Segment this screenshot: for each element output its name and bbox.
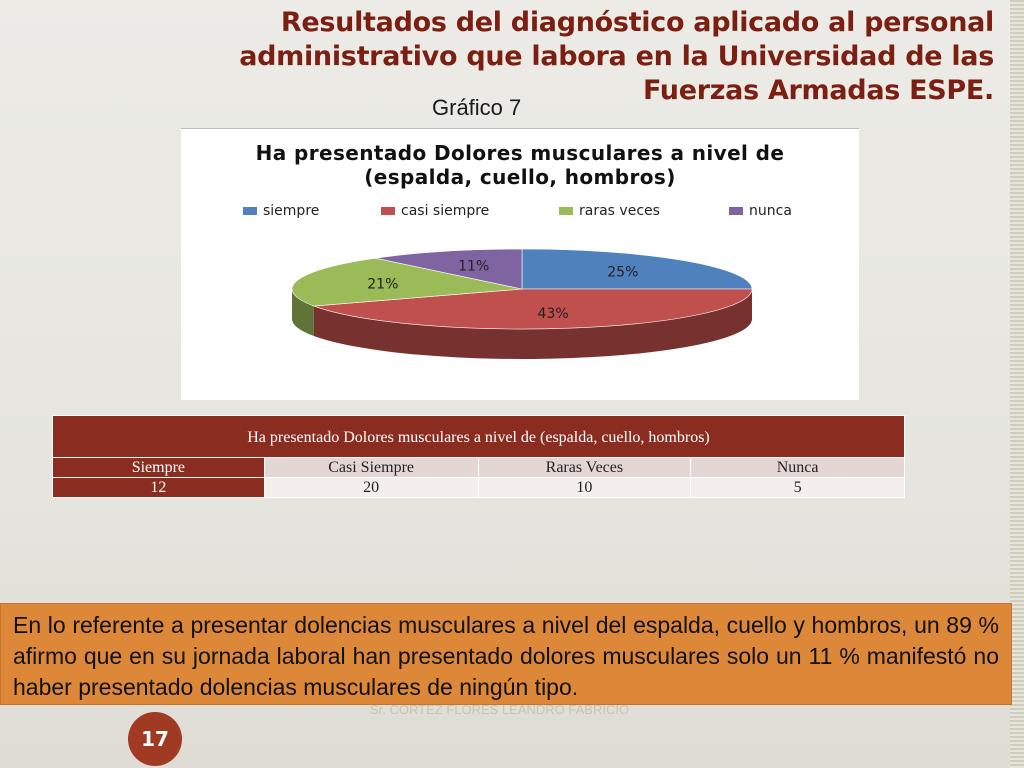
pie-slice-raras-veces: [291, 257, 523, 307]
table-column-header: Siempre: [52, 457, 265, 478]
data-table: Ha presentado Dolores musculares a nivel…: [52, 415, 905, 498]
pie-slice-side-raras-veces: [292, 289, 314, 337]
footer-author: Sr. CORTEZ FLORES LEANDRO FABRICIO: [370, 702, 630, 717]
chart-title: Ha presentado Dolores musculares a nivel…: [181, 141, 859, 189]
pie-data-label: 25%: [607, 264, 638, 280]
legend-label: nunca: [749, 203, 792, 219]
pie-slice-siempre: [521, 248, 753, 290]
table-cell: 10: [477, 477, 692, 498]
table-header-row: Ha presentado Dolores musculares a nivel…: [52, 415, 905, 458]
legend-swatch: [243, 207, 257, 215]
table-column-header: Nunca: [690, 457, 905, 478]
table-header: Ha presentado Dolores musculares a nivel…: [52, 415, 905, 458]
chart-legend: siempre casi siempre raras veces nunca: [243, 203, 843, 221]
chart-title-line-2: (espalda, cuello, hombros): [364, 165, 676, 189]
figure-label: Gráfico 7: [432, 95, 522, 120]
table-columns-row: Siempre Casi Siempre Raras Veces Nunca: [52, 457, 905, 478]
pie-slice-casi-siempre: [313, 288, 753, 330]
decorative-border-strip: [1010, 0, 1024, 768]
table-cell: 12: [52, 477, 265, 498]
pie-slice-side-casi-siempre: [313, 289, 752, 359]
pie-data-label: 21%: [367, 277, 398, 293]
pie-slice-nunca: [375, 248, 523, 290]
table-row: 12 20 10 5: [52, 477, 905, 498]
table-column-header: Raras Veces: [477, 457, 692, 478]
page-number-badge: 17: [128, 712, 182, 766]
legend-swatch: [729, 207, 743, 215]
legend-item-siempre: siempre: [243, 203, 319, 219]
legend-item-casi-siempre: casi siempre: [381, 203, 489, 219]
legend-label: raras veces: [579, 203, 660, 219]
chart-title-line-1: Ha presentado Dolores musculares a nivel…: [255, 141, 785, 165]
legend-item-raras-veces: raras veces: [559, 203, 660, 219]
legend-label: siempre: [263, 203, 320, 219]
pie-data-label: 43%: [538, 306, 569, 322]
table-cell: 5: [690, 477, 905, 498]
legend-label: casi siempre: [401, 203, 490, 219]
pie-chart: Ha presentado Dolores musculares a nivel…: [181, 128, 859, 400]
legend-swatch: [559, 207, 573, 215]
table-cell: 20: [263, 477, 479, 498]
pie-plot-area: 25% 43% 21% 11%: [291, 248, 753, 359]
slide-title: Resultados del diagnóstico aplicado al p…: [239, 7, 994, 106]
legend-item-nunca: nunca: [729, 203, 792, 219]
conclusion-text: En lo referente a presentar dolencias mu…: [0, 603, 1012, 705]
legend-swatch: [381, 207, 395, 215]
table-column-header: Casi Siempre: [263, 457, 479, 478]
pie-data-label: 11%: [458, 259, 489, 275]
